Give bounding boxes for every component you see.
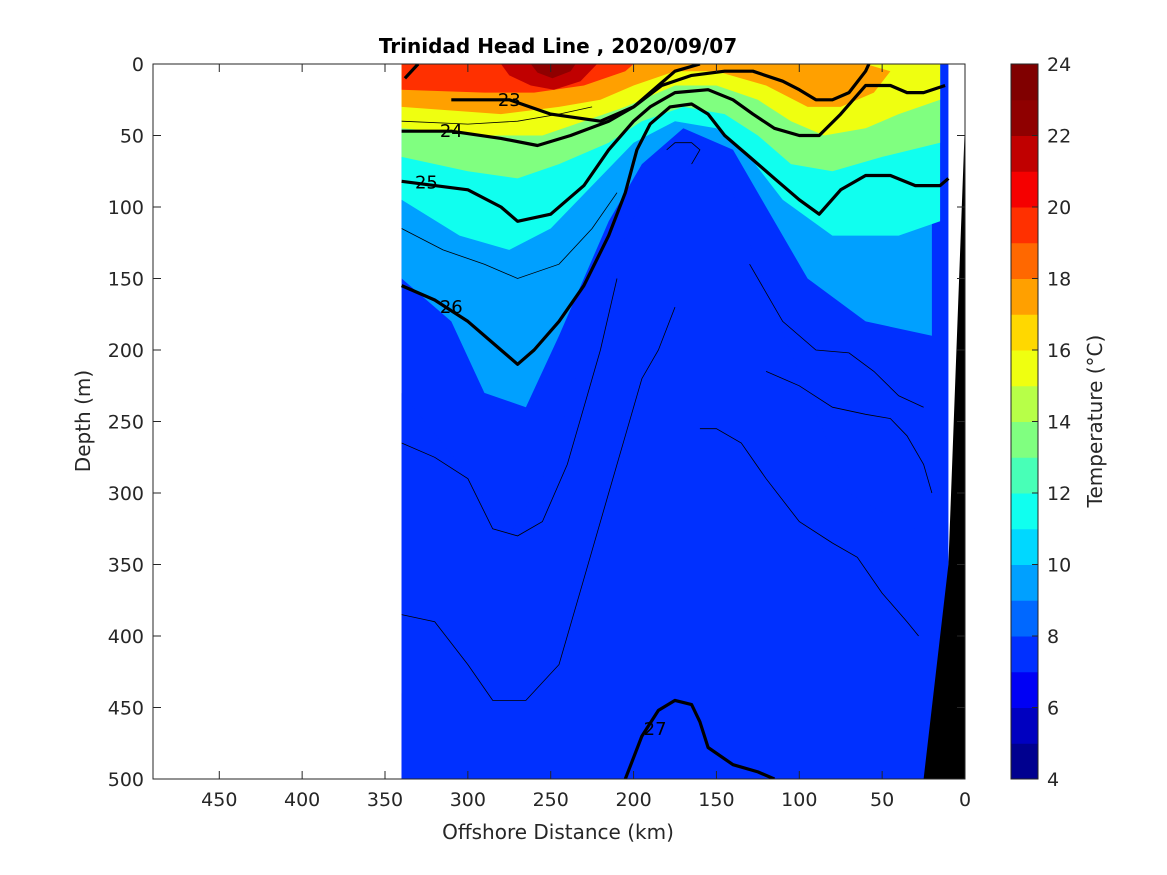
- y-axis: 0 50 100 150 200 250 300 350 400 450 500: [108, 54, 965, 791]
- y-tick-label: 450: [108, 698, 144, 720]
- colorbar-segment: [1011, 457, 1038, 494]
- colorbar-segment: [1011, 278, 1038, 315]
- density-contour-23-0: [403, 64, 420, 80]
- colorbar-segment: [1011, 314, 1038, 351]
- colorbar-segment: [1011, 707, 1038, 744]
- colorbar-tick-label: 4: [1047, 769, 1059, 791]
- bathymetry-seafloor: [923, 64, 965, 779]
- colorbar-tick-label: 12: [1047, 483, 1071, 505]
- x-tick-label: 50: [870, 789, 894, 811]
- density-contour-label: 26: [440, 297, 463, 318]
- contour-label-layer: 23 24 25 26 27: [415, 90, 667, 740]
- thin-contour-line-7: [666, 142, 701, 165]
- x-tick-label: 200: [615, 789, 651, 811]
- colorbar-segment: [1011, 207, 1038, 244]
- thin-contour-line-5: [401, 192, 618, 279]
- colorbar-segment: [1011, 564, 1038, 601]
- x-tick-label: 350: [367, 789, 403, 811]
- thin-contour-layer: [401, 106, 933, 701]
- colorbar-segment: [1011, 528, 1038, 565]
- y-tick-label: 0: [132, 54, 144, 76]
- density-contour-label: 27: [644, 719, 667, 740]
- x-tick-label: 250: [533, 789, 569, 811]
- thin-contour-line-6: [401, 106, 593, 125]
- thin-contour-line-3: [765, 371, 933, 494]
- density-contour-label: 25: [415, 173, 438, 194]
- colorbar-segment: [1011, 135, 1038, 172]
- colorbar-segment: [1011, 421, 1038, 458]
- x-axis-label: Offshore Distance (km): [442, 820, 674, 844]
- colorbar-segment: [1011, 64, 1038, 101]
- colorbar-tick-label: 14: [1047, 412, 1071, 434]
- temperature-fill-layer: [401, 64, 949, 779]
- y-axis-label: Depth (m): [71, 370, 95, 472]
- y-tick-label: 250: [108, 412, 144, 434]
- y-tick-label: 500: [108, 769, 144, 791]
- y-tick-label: 100: [108, 197, 144, 219]
- colorbar-segment: [1011, 671, 1038, 708]
- density-contour-26-4: [400, 102, 950, 366]
- colorbar-segment: [1011, 636, 1038, 673]
- x-tick-label: 150: [698, 789, 734, 811]
- y-tick-label: 300: [108, 483, 144, 505]
- y-tick-label: 150: [108, 269, 144, 291]
- x-tick-label: 100: [781, 789, 817, 811]
- colorbar-tick-label: 20: [1047, 197, 1071, 219]
- colorbar-tick-label: 16: [1047, 340, 1071, 362]
- colorbar-segment: [1011, 493, 1038, 530]
- colorbar-tick-label: 8: [1047, 626, 1059, 648]
- x-tick-label: 400: [284, 789, 320, 811]
- colorbar-segment: [1011, 385, 1038, 422]
- colorbar-segment: [1011, 171, 1038, 208]
- colorbar-segment: [1011, 99, 1038, 136]
- y-tick-label: 200: [108, 340, 144, 362]
- colorbar-tick-label: 24: [1047, 54, 1071, 76]
- x-tick-label: 450: [201, 789, 237, 811]
- thin-contour-line-4: [749, 263, 924, 408]
- colorbar-label: Temperature (°C): [1083, 335, 1107, 509]
- colorbar-segment: [1011, 743, 1038, 780]
- density-contour-24-2: [401, 64, 871, 148]
- bathymetry-layer: [923, 64, 965, 779]
- thin-contour-line-1: [401, 278, 618, 537]
- x-tick-label: 0: [959, 789, 971, 811]
- x-axis: 450 400 350 300 250 200 150 100 50 0: [201, 64, 971, 811]
- density-contour-label: 23: [498, 90, 521, 111]
- density-contour-27-5: [623, 698, 776, 779]
- colorbar-segment: [1011, 350, 1038, 387]
- colorbar: 4 6 8 10 12 14 16 18 20 22 24: [1010, 54, 1071, 791]
- colorbar-tick-label: 22: [1047, 126, 1071, 148]
- y-tick-label: 400: [108, 626, 144, 648]
- chart-title: Trinidad Head Line , 2020/09/07: [379, 34, 737, 58]
- thin-contour-line-0: [401, 306, 676, 701]
- y-tick-label: 50: [120, 126, 144, 148]
- colorbar-tick-label: 10: [1047, 555, 1071, 577]
- colorbar-tick-label: 18: [1047, 269, 1071, 291]
- y-tick-label: 350: [108, 555, 144, 577]
- density-contour-layer: [400, 64, 950, 779]
- colorbar-segment: [1011, 600, 1038, 637]
- temperature-band-3: [401, 164, 932, 779]
- x-tick-label: 300: [450, 789, 486, 811]
- density-contour-25-3: [401, 83, 946, 223]
- colorbar-segment: [1011, 242, 1038, 279]
- colorbar-tick-label: 6: [1047, 698, 1059, 720]
- density-contour-23-1: [451, 64, 701, 123]
- thin-contour-line-2: [699, 428, 919, 637]
- temperature-band-11: [530, 64, 576, 79]
- density-contour-label: 24: [440, 121, 463, 142]
